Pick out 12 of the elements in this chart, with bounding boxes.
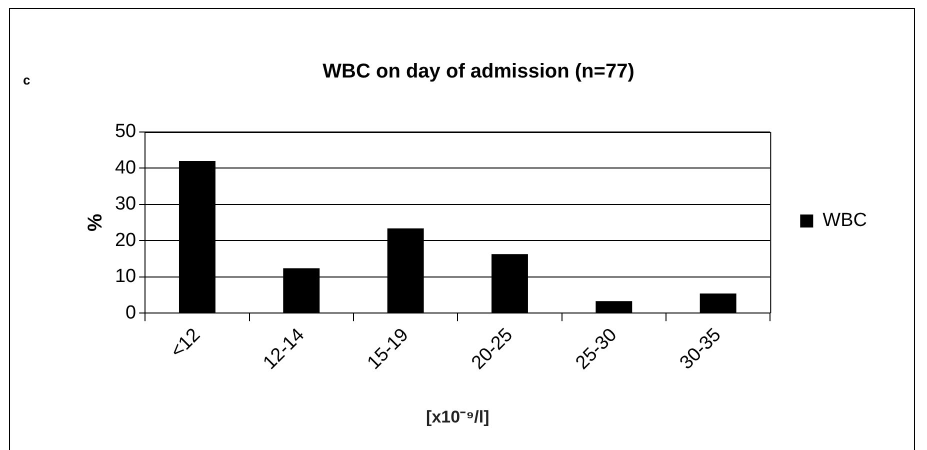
y-tick-label: 0 [126, 302, 136, 324]
y-tick-label: 20 [114, 230, 136, 251]
y-tick-label: 30 [114, 194, 136, 215]
x-axis-title: [x10⁻⁹/l] [426, 407, 490, 426]
text: c [23, 72, 30, 88]
chart-title: WBC on day of admission (n=77) [322, 60, 634, 83]
legend-label: WBC [822, 210, 867, 232]
y-tick-label: 40 [114, 157, 136, 178]
y-tick-label: 10 [114, 266, 136, 288]
y-axis-title: % [84, 213, 107, 232]
x-tick-label: <12 [166, 324, 204, 362]
y-tick-label: 50 [114, 121, 136, 142]
